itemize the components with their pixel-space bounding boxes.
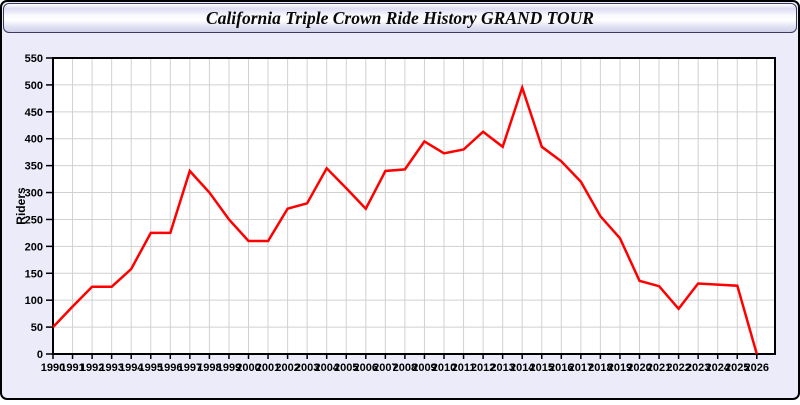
x-tick-label: 2011 xyxy=(452,362,476,374)
riders-series-line xyxy=(52,83,759,355)
x-tick-label: 2016 xyxy=(549,362,573,374)
title-bar: California Triple Crown Ride History GRA… xyxy=(3,3,797,33)
x-tick-label: 2017 xyxy=(569,362,593,374)
plot-border xyxy=(52,57,776,355)
x-tick-label: 1993 xyxy=(99,362,123,374)
x-tick-label: 1992 xyxy=(80,362,104,374)
x-tick-label: 2008 xyxy=(393,362,417,374)
y-tick-label: 450 xyxy=(25,107,43,119)
plot-background xyxy=(53,58,775,354)
x-tick-label: 2002 xyxy=(275,362,299,374)
x-tick-label: 2005 xyxy=(334,362,358,374)
x-tick-label: 2012 xyxy=(471,362,495,374)
x-tick-label: 2006 xyxy=(354,362,378,374)
x-tick-label: 1990 xyxy=(41,362,65,374)
x-tick-label: 2007 xyxy=(373,362,397,374)
y-tick-label: 50 xyxy=(31,322,43,334)
x-tick-label: 1991 xyxy=(60,362,84,374)
y-tick-label: 500 xyxy=(25,80,43,92)
x-tick-label: 2009 xyxy=(412,362,436,374)
y-tick-label: 200 xyxy=(25,241,43,253)
page-title: California Triple Crown Ride History GRA… xyxy=(206,7,594,28)
y-tick-label: 300 xyxy=(25,188,43,200)
x-tick-label: 2025 xyxy=(725,362,749,374)
x-tick-label: 2024 xyxy=(705,362,730,374)
x-tick-label: 1997 xyxy=(178,362,202,374)
x-tick-label: 2020 xyxy=(627,362,651,374)
x-tick-label: 1999 xyxy=(217,362,241,374)
x-tick-label: 2013 xyxy=(490,362,514,374)
x-tick-label: 1995 xyxy=(139,362,163,374)
y-tick-label: 0 xyxy=(37,349,43,361)
x-tick-label: 2010 xyxy=(432,362,456,374)
x-tick-label: 1998 xyxy=(197,362,221,374)
y-tick-label: 400 xyxy=(25,134,43,146)
y-tick-label: 100 xyxy=(25,295,43,307)
x-tick-label: 2004 xyxy=(314,362,339,374)
y-tick-label: 150 xyxy=(25,268,43,280)
x-tick-label: 2014 xyxy=(510,362,535,374)
x-tick-label: 2000 xyxy=(236,362,260,374)
x-tick-label: 2022 xyxy=(666,362,690,374)
y-tick-label: 550 xyxy=(25,53,43,65)
x-tick-label: 2003 xyxy=(295,362,319,374)
x-tick-label: 2001 xyxy=(256,362,280,374)
x-tick-label: 1994 xyxy=(119,362,144,374)
x-tick-label: 2023 xyxy=(686,362,710,374)
x-tick-label: 2021 xyxy=(647,362,671,374)
x-tick-label: 1996 xyxy=(158,362,182,374)
y-tick-label: 250 xyxy=(25,214,43,226)
x-tick-label: 2019 xyxy=(608,362,632,374)
x-tick-label: 2018 xyxy=(588,362,612,374)
y-axis-title: Riders xyxy=(14,187,28,225)
x-tick-label: 2015 xyxy=(530,362,554,374)
y-tick-label: 350 xyxy=(25,161,43,173)
x-tick-label: 2026 xyxy=(745,362,769,374)
